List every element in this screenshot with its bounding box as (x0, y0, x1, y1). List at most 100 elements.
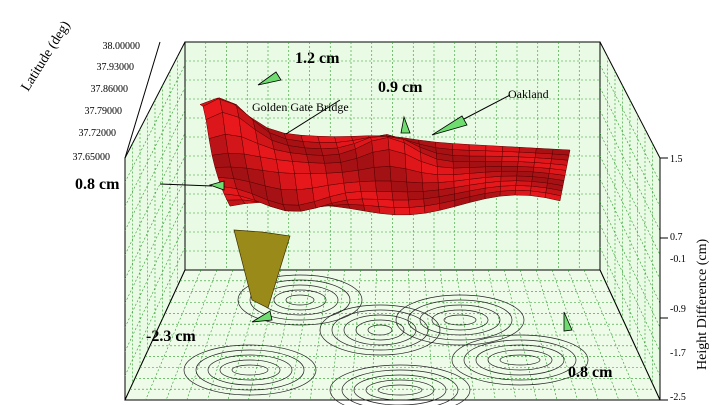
contour-line (355, 319, 405, 341)
lat-tick-label: 38.00000 (103, 41, 141, 52)
annotation-golden-gate-bridge: Golden Gate Bridge (252, 100, 349, 114)
grid-line (599, 178, 661, 304)
height-tick-label: -2.5 (670, 392, 686, 403)
surface-cell (500, 175, 518, 182)
grid-line (599, 224, 661, 352)
surface-cell (501, 156, 519, 162)
contour-line (331, 309, 429, 351)
contour-line (407, 299, 513, 341)
contour-line (237, 274, 363, 326)
contour-line (207, 354, 293, 386)
grid-line (599, 201, 661, 328)
surface-cell (485, 155, 503, 162)
contour-line (353, 374, 447, 405)
height-tick-label: -1.7 (670, 348, 686, 359)
contour-line (329, 364, 471, 405)
surface-cell (214, 166, 235, 179)
surface-cell (452, 161, 470, 169)
floor-contours (183, 274, 589, 405)
surface-cell (515, 185, 532, 192)
surface-cell (406, 181, 424, 193)
surface-cell (422, 182, 439, 192)
lat-tick-label: 37.65000 (73, 152, 111, 163)
lat-tick-label: 37.86000 (91, 84, 129, 95)
surface-cell (373, 165, 392, 182)
surface-cell (469, 155, 486, 163)
grid-line (330, 269, 345, 401)
surface-cell (360, 190, 378, 200)
contour-line (475, 344, 565, 376)
surface-mesh (199, 97, 571, 309)
surface-cell (280, 188, 300, 206)
surface-cell (324, 162, 343, 174)
surface-cell (502, 146, 520, 153)
surface-cell (468, 144, 487, 152)
contour-line (231, 364, 269, 376)
surface-cell (322, 153, 342, 164)
surface-cell (485, 166, 502, 173)
annotation-1-2cm: 1.2 cm (295, 50, 340, 67)
surface-cell (372, 149, 391, 168)
contour-line (273, 289, 327, 311)
grid-line (124, 133, 186, 255)
surface-cell (282, 204, 302, 212)
surface-cell (278, 172, 297, 191)
surface-cell (374, 180, 393, 192)
arrow-marker (257, 71, 282, 86)
contour-line (487, 349, 553, 371)
annotation-0-8cm-left: 0.8 cm (75, 176, 120, 193)
contour-line (443, 314, 477, 326)
contour-line (343, 314, 417, 346)
grid-line (567, 269, 620, 401)
contour-line (367, 324, 393, 336)
surface-minimum-spike (233, 229, 291, 309)
surface-cell (292, 161, 311, 174)
contour-line (395, 294, 525, 346)
surface-cell (500, 180, 517, 187)
annotation-0-9cm: 0.9 cm (378, 79, 423, 96)
height-axis-title: Height Difference (cm) (695, 239, 710, 370)
arrow-marker (285, 99, 341, 135)
arrow-marker (431, 115, 468, 136)
surface-cell (437, 174, 455, 183)
height-tick-label: -0.9 (670, 304, 686, 315)
lat-tick-label: 37.72000 (79, 128, 117, 139)
contour-line (285, 294, 315, 306)
arrow-marker (563, 311, 573, 332)
surface-cell (452, 149, 470, 157)
surface-cell (343, 181, 362, 194)
grid-line (519, 269, 558, 401)
surface-cell (308, 162, 327, 174)
surface-cell (377, 199, 395, 208)
grid-line (599, 155, 661, 280)
surface-cell (390, 180, 408, 193)
contour-line (419, 304, 501, 336)
contour-line (319, 304, 441, 356)
surface-cell (276, 159, 295, 174)
surface-cell (300, 134, 320, 143)
lat-tick-label: 37.79000 (85, 106, 123, 117)
surface-cell (500, 170, 518, 177)
surface-cell (359, 180, 377, 192)
annotation-oakland: Oakland (508, 87, 549, 101)
grid-line (124, 178, 186, 304)
surface-cell (485, 150, 503, 157)
surface-cell (310, 172, 329, 189)
surface-cell (211, 152, 232, 168)
surface-cell (393, 207, 411, 216)
surface-cell (469, 166, 486, 174)
surface-cell (378, 206, 396, 216)
surface-cell (326, 172, 345, 186)
surface-cell (469, 161, 486, 168)
surface-cell (501, 166, 519, 172)
contour-line (341, 369, 459, 405)
contour-line (463, 339, 577, 381)
surface-cell (453, 167, 470, 175)
height-tick-label: 0.7 (670, 232, 683, 243)
surface-cell (320, 147, 340, 156)
grid-line (124, 155, 186, 280)
grid-line (583, 269, 640, 401)
grid-line (145, 269, 202, 401)
contour-line (377, 384, 423, 396)
grid-line (599, 133, 661, 255)
